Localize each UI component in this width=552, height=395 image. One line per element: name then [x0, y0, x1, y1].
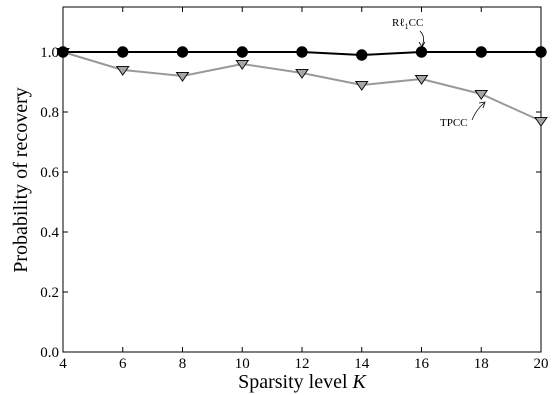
y-tick-label: 0.6: [40, 165, 59, 181]
annotation-tpcc-arrow: [471, 102, 485, 121]
series-point-tpcc: [474, 89, 489, 100]
series-layer: [56, 46, 548, 127]
series-point-tpcc: [534, 116, 548, 127]
annotation-rl1cc-arrow: [419, 30, 424, 47]
series-point-rl1cc: [176, 46, 189, 58]
x-ticks: 4 6 8 10 12 14 16 18 20: [59, 7, 549, 372]
series-point-rl1cc: [535, 46, 547, 58]
plot-frame: [62, 6, 542, 353]
series-point-tpcc: [175, 71, 190, 82]
series-point-rl1cc: [236, 46, 248, 58]
series-point-tpcc: [354, 80, 369, 91]
x-tick-label: 10: [235, 356, 250, 372]
y-tick-label: 0.4: [40, 225, 59, 241]
x-tick-label: 18: [474, 356, 489, 372]
series-point-rl1cc: [475, 46, 487, 58]
annotation-tpcc-arrowhead: [478, 101, 486, 109]
series-line-tpcc: [62, 51, 542, 122]
annotation-tpcc: TPCC: [440, 101, 486, 129]
series-point-rl1cc: [117, 46, 129, 58]
series-point-tpcc: [414, 74, 429, 85]
x-tick-label: 16: [414, 356, 430, 372]
annotation-tpcc-label: TPCC: [440, 117, 468, 129]
x-tick-label: 8: [179, 356, 187, 372]
x-tick-label: 12: [295, 356, 310, 372]
x-tick-label: 14: [354, 356, 370, 372]
y-axis-label: Probability of recovery: [10, 87, 32, 273]
series-point-rl1cc: [57, 46, 69, 58]
x-tick-label: 20: [534, 356, 549, 372]
y-tick-label: 0.2: [40, 285, 59, 301]
annotation-rl1cc: Rℓ1CC: [392, 17, 426, 48]
series-point-tpcc: [235, 59, 250, 70]
x-tick-label: 4: [59, 356, 67, 372]
y-tick-label: 0.0: [40, 345, 59, 361]
series-point-tpcc: [115, 65, 130, 76]
x-axis-label: Sparsity level K: [238, 371, 367, 393]
x-tick-label: 6: [119, 356, 127, 372]
y-ticks: 0.0 0.2 0.4 0.6 0.8 1.0: [40, 45, 541, 361]
series-point-tpcc: [295, 68, 309, 79]
y-tick-label: 1.0: [40, 45, 59, 61]
annotation-rl1cc-arrowhead: [418, 41, 426, 48]
series-point-rl1cc: [356, 49, 368, 61]
annotation-rl1cc-label: Rℓ1CC: [392, 17, 423, 31]
series-point-rl1cc: [296, 46, 308, 58]
y-tick-label: 0.8: [40, 105, 59, 121]
series-point-rl1cc: [415, 46, 428, 58]
